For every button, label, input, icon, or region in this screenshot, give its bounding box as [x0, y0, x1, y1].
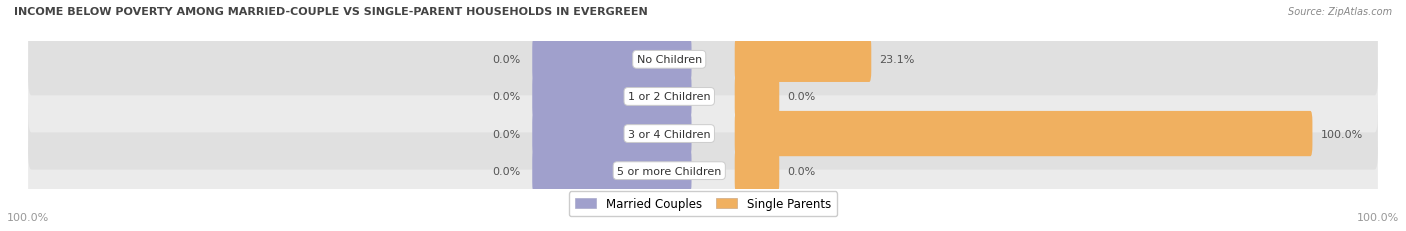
Text: 100.0%: 100.0% — [1320, 129, 1362, 139]
FancyBboxPatch shape — [533, 111, 692, 157]
FancyBboxPatch shape — [533, 37, 692, 83]
FancyBboxPatch shape — [28, 135, 1378, 207]
Text: 100.0%: 100.0% — [7, 212, 49, 222]
FancyBboxPatch shape — [735, 37, 872, 83]
FancyBboxPatch shape — [28, 24, 1378, 96]
FancyBboxPatch shape — [735, 74, 779, 120]
Text: 1 or 2 Children: 1 or 2 Children — [628, 92, 710, 102]
Text: Source: ZipAtlas.com: Source: ZipAtlas.com — [1288, 7, 1392, 17]
Text: 23.1%: 23.1% — [879, 55, 915, 65]
Text: No Children: No Children — [637, 55, 702, 65]
Text: 0.0%: 0.0% — [787, 166, 815, 176]
Text: 0.0%: 0.0% — [492, 166, 520, 176]
Text: 3 or 4 Children: 3 or 4 Children — [628, 129, 710, 139]
FancyBboxPatch shape — [735, 111, 1312, 157]
Text: INCOME BELOW POVERTY AMONG MARRIED-COUPLE VS SINGLE-PARENT HOUSEHOLDS IN EVERGRE: INCOME BELOW POVERTY AMONG MARRIED-COUPL… — [14, 7, 648, 17]
FancyBboxPatch shape — [735, 148, 779, 194]
Text: 5 or more Children: 5 or more Children — [617, 166, 721, 176]
FancyBboxPatch shape — [28, 61, 1378, 133]
Text: 0.0%: 0.0% — [492, 55, 520, 65]
Text: 0.0%: 0.0% — [787, 92, 815, 102]
Text: 100.0%: 100.0% — [1357, 212, 1399, 222]
FancyBboxPatch shape — [533, 74, 692, 120]
FancyBboxPatch shape — [28, 98, 1378, 170]
Text: 0.0%: 0.0% — [492, 129, 520, 139]
FancyBboxPatch shape — [533, 148, 692, 194]
Legend: Married Couples, Single Parents: Married Couples, Single Parents — [569, 191, 837, 216]
Text: 0.0%: 0.0% — [492, 92, 520, 102]
